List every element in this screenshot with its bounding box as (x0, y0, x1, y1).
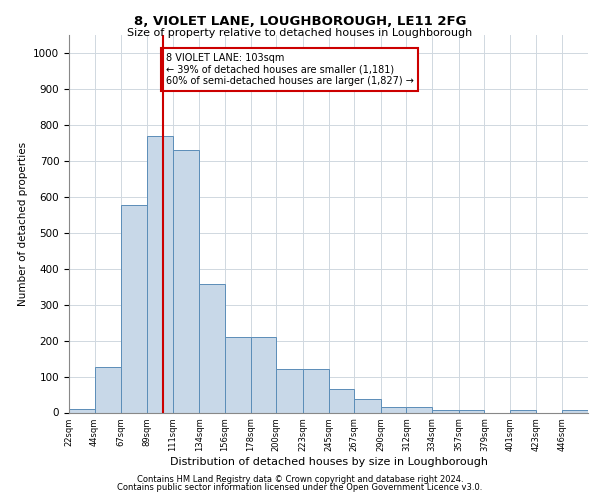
Text: Contains HM Land Registry data © Crown copyright and database right 2024.: Contains HM Land Registry data © Crown c… (137, 475, 463, 484)
Bar (276, 370, 303, 412)
Bar (432, 410, 459, 412)
Bar (173, 150, 199, 412)
Text: 8, VIOLET LANE, LOUGHBOROUGH, LE11 2FG: 8, VIOLET LANE, LOUGHBOROUGH, LE11 2FG (134, 15, 466, 28)
Bar (69, 409, 95, 412)
Bar (381, 407, 406, 412)
Text: Contains public sector information licensed under the Open Government Licence v3: Contains public sector information licen… (118, 484, 482, 492)
X-axis label: Distribution of detached houses by size in Loughborough: Distribution of detached houses by size … (170, 457, 487, 467)
Y-axis label: Number of detached properties: Number of detached properties (17, 142, 28, 306)
Bar (562, 410, 588, 412)
Bar (251, 337, 276, 412)
Text: 8 VIOLET LANE: 103sqm
← 39% of detached houses are smaller (1,181)
60% of semi-d: 8 VIOLET LANE: 103sqm ← 39% of detached … (166, 53, 413, 86)
Bar (329, 389, 354, 412)
Bar (147, 136, 173, 412)
Bar (95, 367, 121, 412)
Bar (510, 410, 536, 412)
Bar (354, 399, 381, 412)
Bar (406, 407, 432, 412)
Bar (199, 284, 225, 412)
Bar (459, 410, 484, 412)
Bar (225, 337, 251, 412)
Bar (121, 204, 147, 412)
Text: Size of property relative to detached houses in Loughborough: Size of property relative to detached ho… (127, 28, 473, 38)
Bar (303, 370, 329, 412)
